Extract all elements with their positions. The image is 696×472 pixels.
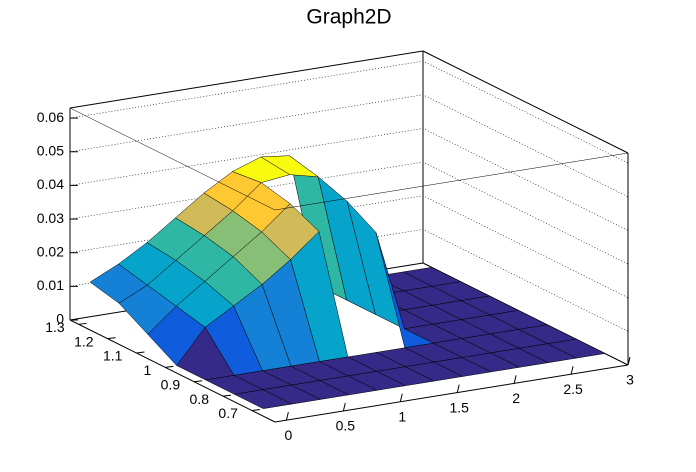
grid-line <box>69 195 629 298</box>
x-tick <box>570 366 574 375</box>
x-tick-label: 1 <box>398 408 406 424</box>
z-tick-label: 0 <box>56 311 64 327</box>
box-edge <box>69 107 276 211</box>
grid-line <box>69 60 629 164</box>
x-tick <box>456 384 460 393</box>
y-tick <box>136 351 145 354</box>
box-edge <box>69 50 424 109</box>
y-tick <box>78 322 87 325</box>
y-tick-label: 1 <box>143 362 151 378</box>
x-tick-label: 2 <box>512 390 520 406</box>
x-tick <box>342 402 346 412</box>
y-tick <box>107 337 116 340</box>
y-axis <box>69 319 276 423</box>
chart-title: Graph2D <box>306 6 391 29</box>
box-edge <box>274 152 629 211</box>
grid-line <box>69 94 629 198</box>
x-tick-label: 2.5 <box>563 381 583 397</box>
z-tick-label: 0.06 <box>37 109 64 125</box>
grid-line <box>69 128 629 231</box>
y-tick-label: 1.3 <box>45 319 65 335</box>
z-tick-label: 0.02 <box>37 243 64 259</box>
y-tick <box>251 409 260 412</box>
x-tick-label: 0.5 <box>336 418 356 434</box>
y-tick-label: 1.2 <box>74 333 94 349</box>
x-tick <box>513 375 517 384</box>
grid-line <box>69 229 629 332</box>
x-tick-label: 3 <box>626 372 634 388</box>
y-tick-label: 0.7 <box>218 405 238 421</box>
grid-line <box>69 161 629 265</box>
y-tick-label: 0.8 <box>190 391 210 407</box>
x-axis <box>274 364 629 423</box>
y-tick-label: 1.1 <box>103 348 123 364</box>
z-tick-label: 0.01 <box>37 277 64 293</box>
surface-cell <box>233 389 293 409</box>
y-tick-label: 0.9 <box>161 376 181 392</box>
y-tick <box>165 365 174 368</box>
z-tick-label: 0.04 <box>37 176 64 192</box>
y-tick <box>194 380 203 383</box>
z-tick-label: 0.05 <box>37 142 64 158</box>
x-tick-label: 0 <box>284 427 292 443</box>
z-tick-label: 0.03 <box>37 210 64 226</box>
x-tick <box>627 356 631 366</box>
x-tick <box>285 412 289 421</box>
x-tick-label: 1.5 <box>449 399 469 415</box>
x-tick <box>399 393 403 402</box>
y-tick <box>222 394 232 397</box>
box-edge <box>422 50 629 154</box>
